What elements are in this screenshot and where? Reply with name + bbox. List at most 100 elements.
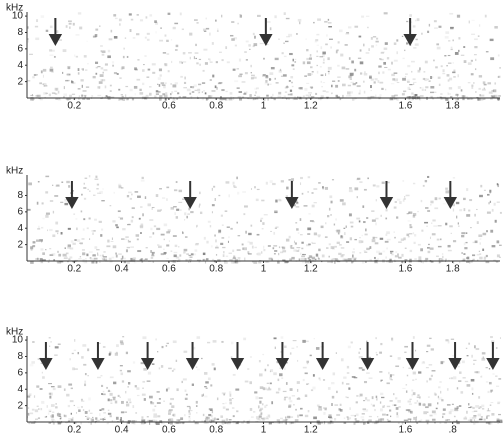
spectrogram-noise	[139, 92, 144, 95]
spectrogram-noise	[354, 187, 359, 191]
spectrogram-noise	[45, 212, 50, 215]
spectrogram-noise	[249, 94, 252, 97]
spectrogram-noise	[201, 420, 204, 422]
spectrogram-noise	[125, 390, 127, 394]
spectrogram-noise	[191, 86, 195, 89]
spectrogram-noise	[157, 77, 161, 80]
spectrogram-noise	[487, 82, 492, 85]
spectrogram-noise	[295, 222, 298, 224]
spectrogram-noise	[132, 405, 135, 409]
spectrogram-noise	[304, 414, 309, 418]
spectrogram-noise	[89, 257, 94, 261]
spectrogram-noise	[358, 35, 362, 38]
spectrogram-noise	[475, 58, 477, 62]
spectrogram-noise	[73, 421, 77, 424]
spectrogram-noise	[290, 179, 294, 182]
spectrogram-noise	[446, 404, 451, 406]
spectrogram-noise	[325, 73, 327, 76]
spectrogram-noise	[148, 419, 153, 423]
spectrogram-noise	[264, 368, 267, 372]
spectrogram-noise	[171, 370, 174, 372]
spectrogram-noise	[77, 68, 80, 71]
spectrogram-noise	[235, 388, 240, 391]
spectrogram-noise	[32, 245, 36, 248]
spectrogram-noise	[111, 237, 114, 240]
spectrogram-noise	[348, 387, 351, 390]
spectrogram-noise	[27, 40, 29, 43]
spectrogram-noise	[47, 260, 50, 263]
spectrogram-noise	[422, 77, 426, 80]
spectrogram-noise	[270, 230, 273, 232]
spectrogram-noise	[399, 201, 402, 205]
spectrogram-noise	[99, 25, 101, 27]
spectrogram-noise	[163, 223, 168, 227]
spectrogram-noise	[391, 339, 394, 342]
spectrogram-noise	[480, 94, 485, 97]
spectrogram-noise	[174, 82, 178, 85]
spectrogram-noise	[265, 181, 268, 185]
spectrogram-noise	[486, 230, 488, 233]
spectrogram-noise	[479, 242, 481, 245]
spectrogram-noise	[256, 233, 260, 236]
spectrogram-noise	[333, 223, 336, 226]
spectrogram-noise	[348, 94, 352, 97]
spectrogram-noise	[346, 365, 350, 369]
spectrogram-noise	[499, 67, 501, 69]
spectrogram-noise	[291, 81, 293, 84]
spectrogram-noise	[396, 415, 399, 418]
spectrogram-noise	[478, 250, 481, 253]
spectrogram-noise	[87, 348, 90, 352]
spectrogram-noise	[149, 92, 152, 96]
spectrogram-noise	[231, 38, 235, 41]
spectrogram-noise	[328, 416, 332, 418]
spectrogram-noise	[159, 95, 163, 99]
spectrogram-noise	[66, 393, 70, 397]
spectrogram-noise	[151, 207, 153, 210]
spectrogram-noise	[471, 19, 475, 21]
spectrogram-noise	[477, 35, 480, 37]
spectrogram-noise	[354, 68, 357, 72]
spectrogram-noise	[51, 419, 55, 421]
spectrogram-noise	[220, 421, 223, 425]
spectrogram-noise	[391, 61, 393, 65]
spectrogram-noise	[330, 246, 335, 250]
spectrogram-noise	[68, 22, 72, 25]
spectrogram-noise	[262, 75, 266, 77]
spectrogram-noise	[266, 94, 269, 97]
spectrogram-noise	[452, 208, 455, 212]
spectrogram-noise	[75, 34, 80, 36]
spectrogram-noise	[183, 81, 187, 84]
spectrogram-noise	[431, 418, 436, 421]
spectrogram-noise	[412, 379, 415, 381]
spectrogram-noise	[430, 204, 432, 206]
spectrogram-noise	[436, 96, 439, 98]
spectrogram-noise	[77, 72, 80, 75]
spectrogram-noise	[63, 96, 65, 99]
spectrogram-noise	[167, 387, 170, 390]
spectrogram-noise	[188, 410, 191, 413]
spectrogram-noise	[465, 96, 469, 99]
spectrogram-noise	[362, 205, 365, 208]
spectrogram-noise	[363, 380, 368, 384]
spectrogram-noise	[166, 231, 171, 234]
spectrogram-noise	[145, 247, 148, 249]
spectrogram-noise	[285, 238, 290, 242]
spectrogram-noise	[160, 208, 162, 212]
spectrogram-noise	[81, 249, 85, 251]
spectrogram-noise	[447, 62, 452, 64]
spectrogram-noise	[463, 46, 466, 49]
spectrogram-noise	[371, 210, 375, 212]
spectrogram-noise	[371, 396, 374, 400]
spectrogram-noise	[90, 418, 93, 421]
spectrogram-noise	[437, 395, 440, 399]
spectrogram-noise	[327, 21, 332, 24]
spectrogram-noise	[54, 354, 58, 356]
spectrogram-noise	[45, 214, 49, 218]
spectrogram-noise	[211, 90, 216, 92]
spectrogram-noise	[253, 260, 258, 264]
spectrogram-noise	[433, 225, 438, 227]
spectrogram-noise	[209, 58, 211, 62]
spectrogram-noise	[216, 86, 218, 90]
spectrogram-noise	[30, 249, 33, 251]
spectrogram-noise	[199, 191, 201, 195]
